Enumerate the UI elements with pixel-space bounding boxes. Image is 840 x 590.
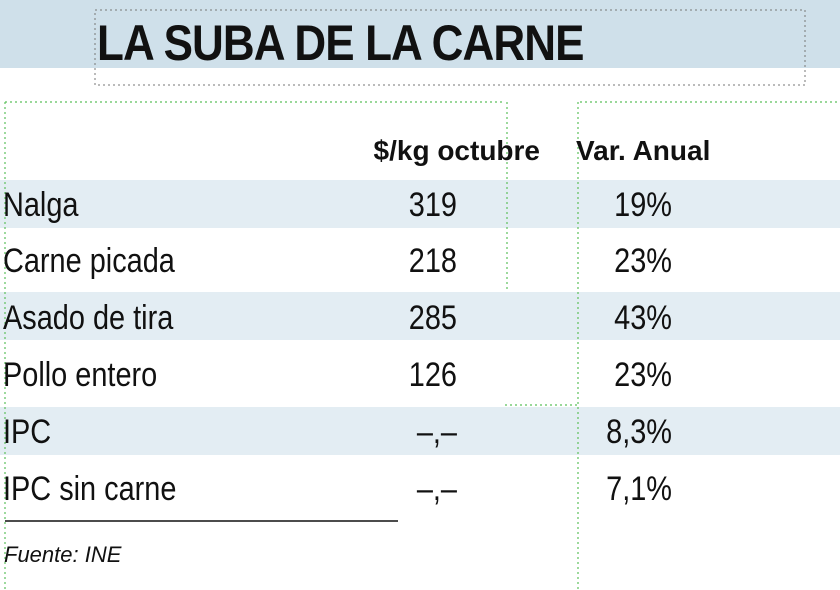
- change-cell: 23%: [614, 355, 672, 394]
- row-label: Nalga: [3, 185, 79, 224]
- row-label: IPC sin carne: [3, 469, 176, 508]
- price-cell: –,–: [417, 412, 458, 451]
- row-band: [0, 180, 840, 228]
- title-band: [0, 0, 840, 68]
- change-cell: 23%: [614, 241, 672, 280]
- row-band: [0, 407, 840, 455]
- guides: [4, 101, 840, 590]
- change-cell: 43%: [614, 298, 672, 337]
- title-frame: [94, 9, 806, 86]
- row-label: Pollo entero: [3, 355, 157, 394]
- price-cell: 126: [409, 355, 457, 394]
- price-cell: –,–: [417, 469, 458, 508]
- change-cell: 19%: [614, 185, 672, 224]
- column-header: Var. Anual: [576, 135, 710, 166]
- row-label: Asado de tira: [3, 298, 174, 337]
- price-cell: 319: [409, 185, 457, 224]
- row-label: IPC: [3, 412, 51, 451]
- row-label: Carne picada: [3, 241, 175, 280]
- table-rows: Nalga 319 19% Carne picada 218 23% Asado de ti…: [3, 185, 672, 508]
- column-header: $/kg octubre: [374, 135, 540, 166]
- row-shading: [0, 180, 840, 455]
- price-cell: 285: [409, 298, 457, 337]
- row-band: [0, 292, 840, 340]
- price-cell: 218: [409, 241, 457, 280]
- change-cell: 8,3%: [606, 412, 672, 451]
- change-cell: 7,1%: [606, 469, 672, 508]
- title: LA SUBA DE LA CARNE: [97, 14, 584, 70]
- source: Fuente: INE: [4, 542, 122, 567]
